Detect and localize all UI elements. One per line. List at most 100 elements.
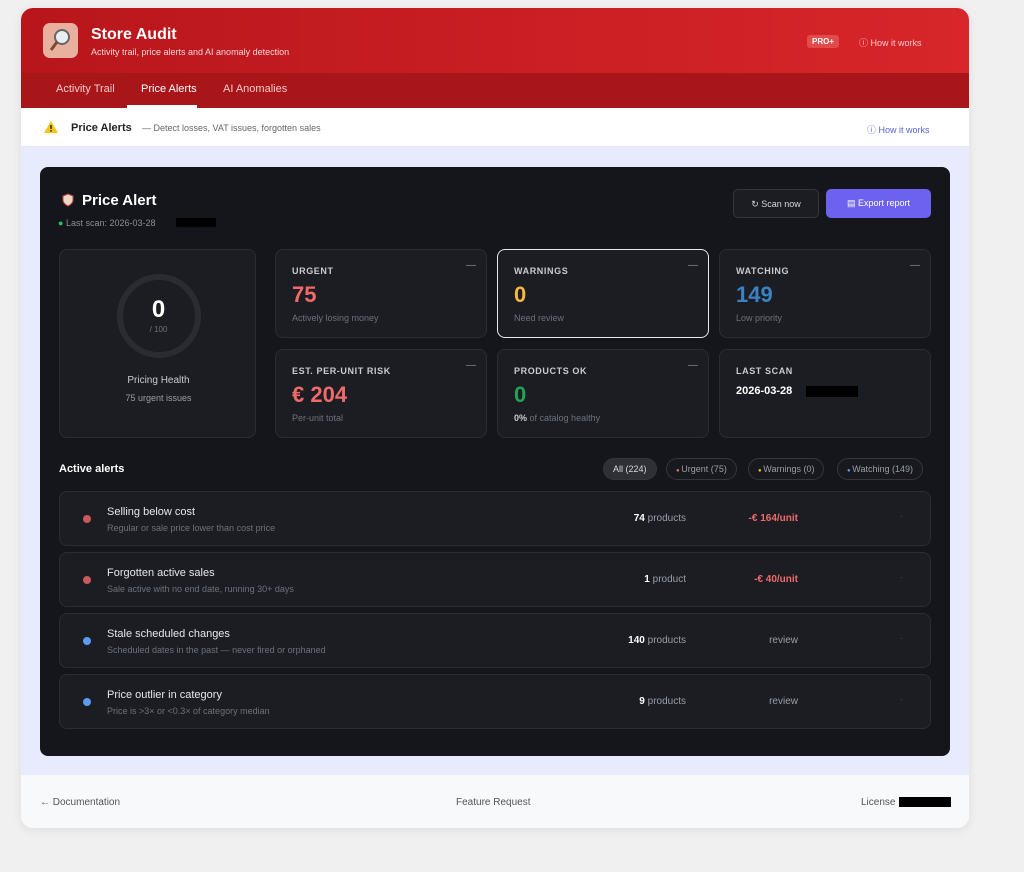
stat-sub: Per-unit total bbox=[292, 413, 343, 423]
redacted bbox=[806, 386, 858, 397]
alert-count: 1 product bbox=[580, 574, 686, 585]
tab[interactable]: Price Alerts bbox=[141, 83, 197, 95]
filter-text: All (224) bbox=[613, 464, 647, 474]
alert-name: Selling below cost bbox=[107, 506, 196, 518]
stat-value: 0 bbox=[514, 382, 527, 407]
help-link[interactable]: ⓘ How it works bbox=[867, 125, 930, 135]
stat-value: 149 bbox=[736, 282, 773, 307]
help-text: How it works bbox=[870, 38, 922, 48]
collapse-icon: — bbox=[688, 260, 698, 271]
alert-impact: -€ 40/unit bbox=[754, 574, 798, 585]
price-alert-panel: Price Alert ● Last scan: 2026-03-28 ↻ Sc… bbox=[40, 167, 950, 756]
stat-card: LAST SCAN 2026-03-28 bbox=[719, 349, 931, 438]
stat-date: 2026-03-28 bbox=[736, 385, 793, 397]
redacted bbox=[899, 797, 951, 807]
collapse-icon: — bbox=[688, 360, 698, 371]
filter-chip[interactable]: All (224) bbox=[603, 458, 657, 480]
alert-count-number: 9 bbox=[639, 696, 645, 707]
stat-label: WARNINGS bbox=[514, 266, 569, 276]
alert-impact: review bbox=[769, 635, 798, 646]
health-score: 0 bbox=[151, 296, 166, 323]
feature-request-link[interactable]: Feature Request bbox=[456, 797, 531, 808]
health-ring bbox=[117, 274, 201, 358]
alert-count-number: 1 bbox=[644, 574, 650, 585]
alert-name: Forgotten active sales bbox=[107, 567, 215, 579]
app-title: Store Audit bbox=[91, 26, 177, 43]
stat-sub-text: Need review bbox=[514, 313, 565, 323]
section-bar: Price Alerts — Detect losses, VAT issues… bbox=[21, 108, 969, 147]
alert-row[interactable]: Price outlier in category Price is >3× or… bbox=[59, 674, 931, 729]
documentation-link[interactable]: ← Documentation bbox=[40, 797, 121, 808]
scan-button[interactable]: ↻ Scan now bbox=[733, 189, 819, 218]
panel-title: Price Alert bbox=[82, 192, 157, 209]
help-link[interactable]: ⓘ How it works bbox=[859, 38, 922, 48]
stat-sub-text: Actively losing money bbox=[292, 313, 379, 323]
alert-count-number: 74 bbox=[633, 513, 645, 524]
stat-sub: 0% of catalog healthy bbox=[514, 413, 600, 423]
last-scan: ● Last scan: 2026-03-28 bbox=[58, 218, 156, 228]
alert-description: Scheduled dates in the past — never fire… bbox=[107, 645, 326, 655]
active-tab-indicator bbox=[127, 105, 197, 108]
export-button[interactable]: ▤ Export report bbox=[826, 189, 931, 218]
filter-chip[interactable]: ● Urgent (75) bbox=[666, 458, 737, 480]
license: License bbox=[861, 797, 896, 808]
stat-card: EST. PER-UNIT RISK — € 204 Per-unit total bbox=[275, 349, 487, 438]
stat-value: 0 bbox=[514, 282, 527, 307]
collapse-icon: — bbox=[466, 360, 476, 371]
alert-description: Regular or sale price lower than cost pr… bbox=[107, 523, 276, 533]
alert-row[interactable]: Stale scheduled changes Scheduled dates i… bbox=[59, 613, 931, 668]
stat-value: 75 bbox=[292, 282, 317, 307]
filter-text: Urgent (75) bbox=[681, 464, 727, 474]
stat-card: WATCHING — 149 Low priority bbox=[719, 249, 931, 338]
alert-count: 140 products bbox=[580, 635, 686, 646]
alert-description: Price is >3× or <0.3× of category median bbox=[107, 706, 270, 716]
scan-button-text: Scan now bbox=[761, 199, 801, 209]
expand-icon: · bbox=[900, 512, 903, 521]
health-summary: 75 urgent issues bbox=[125, 393, 192, 403]
stat-card: URGENT — 75 Actively losing money bbox=[275, 249, 487, 338]
stat-sub-text: of catalog healthy bbox=[529, 413, 601, 423]
alert-count: 9 products bbox=[580, 696, 686, 707]
filter-dot: ● bbox=[676, 468, 682, 474]
filter-chip[interactable]: ● Watching (149) bbox=[837, 458, 923, 480]
alert-row[interactable]: Selling below cost Regular or sale price … bbox=[59, 491, 931, 546]
stat-sub-text: Per-unit total bbox=[292, 413, 344, 423]
stat-label: EST. PER-UNIT RISK bbox=[292, 366, 391, 376]
filter-chip[interactable]: ● Warnings (0) bbox=[748, 458, 825, 480]
expand-icon: · bbox=[900, 634, 903, 643]
stat-card: WARNINGS — 0 Need review bbox=[497, 249, 709, 338]
alert-name: Price outlier in category bbox=[107, 689, 222, 701]
plan-badge: PRO+ bbox=[807, 35, 840, 48]
section-title: Price Alerts bbox=[71, 122, 132, 134]
tab-bar: Activity Trail Price Alerts AI Anomalies bbox=[21, 73, 969, 108]
tab[interactable]: AI Anomalies bbox=[223, 83, 288, 95]
alert-description: Sale active with no end date, running 30… bbox=[107, 584, 294, 594]
app-subtitle: Activity trail, price alerts and AI anom… bbox=[91, 47, 290, 57]
warning-icon bbox=[44, 121, 58, 133]
help-text: How it works bbox=[878, 125, 930, 135]
alert-impact: review bbox=[769, 696, 798, 707]
alert-count-unit: products bbox=[647, 635, 686, 646]
filter-dot: ● bbox=[758, 468, 764, 474]
header: Store Audit Activity trail, price alerts… bbox=[21, 8, 969, 73]
stat-sub: Need review bbox=[514, 313, 564, 323]
stat-sub-strong: 0% bbox=[514, 413, 528, 423]
stat-label: PRODUCTS OK bbox=[514, 366, 588, 376]
shield-icon bbox=[62, 193, 74, 207]
stat-sub: Actively losing money bbox=[292, 313, 379, 323]
filter-text: Warnings (0) bbox=[763, 464, 815, 474]
stat-sub: Low priority bbox=[736, 313, 782, 323]
health-card: 0 / 100 Pricing Health 75 urgent issues bbox=[59, 249, 256, 438]
app-logo bbox=[43, 23, 78, 58]
alert-count-unit: products bbox=[647, 513, 686, 524]
alert-row[interactable]: Forgotten active sales Sale active with n… bbox=[59, 552, 931, 607]
footer: ← Documentation Feature Request License bbox=[21, 775, 969, 828]
stat-label: WATCHING bbox=[736, 266, 790, 276]
alert-impact: -€ 164/unit bbox=[748, 513, 798, 524]
collapse-icon: — bbox=[466, 260, 476, 271]
stat-label: LAST SCAN bbox=[736, 366, 793, 376]
tab[interactable]: Activity Trail bbox=[56, 83, 115, 95]
alert-count: 74 products bbox=[580, 513, 686, 524]
alert-name: Stale scheduled changes bbox=[107, 628, 230, 640]
